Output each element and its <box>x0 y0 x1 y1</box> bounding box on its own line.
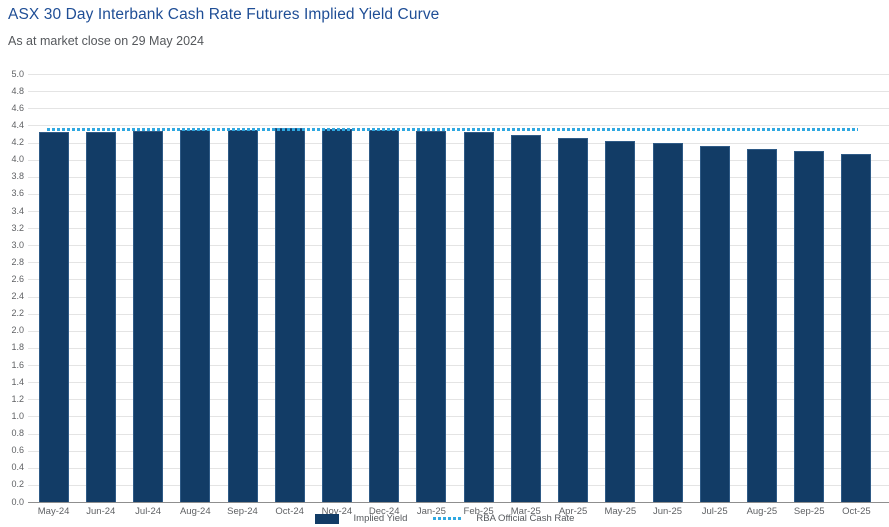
bar-Dec-24 <box>369 129 400 502</box>
x-axis-tick-label: Oct-25 <box>842 506 871 517</box>
y-axis-tick-label: 3.2 <box>11 222 24 233</box>
bar-Oct-25 <box>841 153 872 502</box>
bar-Jul-24 <box>133 131 164 502</box>
y-axis-tick-label: 1.6 <box>11 359 24 370</box>
gridline-y-1.0 <box>28 416 889 418</box>
chart-legend: Implied Yield RBA Official Cash Rate <box>0 513 889 524</box>
gridline-y-2.2 <box>28 313 889 315</box>
x-axis-tick-label: Feb-25 <box>463 506 494 517</box>
x-axis-tick-label: Nov-24 <box>321 506 353 517</box>
rba-cash-rate-legend-label: RBA Official Cash Rate <box>476 513 575 524</box>
bar-Feb-25 <box>463 132 494 502</box>
gridline-y-2.0 <box>28 330 889 332</box>
y-axis-tick-label: 2.2 <box>11 308 24 319</box>
rba-cash-rate-dash-icon <box>433 517 462 520</box>
y-axis-tick-label: 1.8 <box>11 342 24 353</box>
bar-Aug-25 <box>746 149 777 502</box>
y-axis-tick-label: 1.0 <box>11 410 24 421</box>
x-axis-tick-label: Aug-25 <box>746 506 778 517</box>
y-axis-tick-label: 2.8 <box>11 256 24 267</box>
y-axis-tick-label: 3.4 <box>11 205 24 216</box>
x-axis-tick-label: Aug-24 <box>179 506 211 517</box>
gridline-y-2.8 <box>28 262 889 264</box>
y-axis-tick-label: 0.8 <box>11 428 24 438</box>
bar-Jul-25 <box>699 145 730 502</box>
x-axis-tick-label: Mar-25 <box>510 506 541 517</box>
gridline-y-4.8 <box>28 91 889 93</box>
gridline-y-3.4 <box>28 211 889 212</box>
gridline-y-4.0 <box>28 159 889 161</box>
implied-yield-legend-label: Implied Yield <box>353 513 408 524</box>
gridline-y-0.6 <box>28 450 889 452</box>
x-axis-tick-label: Jun-25 <box>652 506 683 517</box>
gridline-y-3.2 <box>28 228 889 230</box>
gridline-y-1.8 <box>28 347 889 349</box>
y-axis-tick-label: 0.0 <box>11 496 24 507</box>
x-axis-tick-label: Sep-25 <box>793 506 825 517</box>
y-axis-tick-label: 3.0 <box>11 239 24 250</box>
bar-Nov-24 <box>321 128 352 502</box>
gridline-y-0.8 <box>28 433 889 435</box>
bar-Jan-25 <box>416 130 447 502</box>
y-axis-tick-label: 4.4 <box>11 119 24 130</box>
gridline-y-4.6 <box>28 108 889 110</box>
gridline-y-1.4 <box>28 382 889 384</box>
bar-Jun-25 <box>652 143 683 502</box>
gridline-y-5.0 <box>28 74 889 75</box>
bar-Sep-24 <box>227 129 258 502</box>
rba-cash-rate-line <box>46 128 859 132</box>
bar-May-25 <box>605 140 636 502</box>
gridline-y-4.2 <box>28 142 889 144</box>
x-axis-tick-label: Oct-24 <box>275 506 304 517</box>
y-axis-tick-label: 0.6 <box>11 445 24 456</box>
y-axis-tick-label: 0.2 <box>11 479 24 490</box>
y-axis-tick-label: 4.8 <box>11 85 24 96</box>
bar-Oct-24 <box>274 127 305 502</box>
y-axis-tick-label: 4.2 <box>11 137 24 147</box>
y-axis-tick-label: 1.2 <box>11 393 24 404</box>
chart-subtitle: As at market close on 29 May 2024 <box>8 34 204 48</box>
gridline-y-2.6 <box>28 279 889 281</box>
y-axis-tick-label: 2.4 <box>11 291 24 302</box>
gridline-y-1.2 <box>28 399 889 401</box>
x-axis-tick-label: May-25 <box>604 506 637 517</box>
implied-yield-swatch-icon <box>314 513 339 524</box>
bar-Sep-25 <box>794 151 825 502</box>
x-axis-tick-label: Jun-24 <box>86 506 116 517</box>
y-axis-tick-label: 0.4 <box>11 462 24 473</box>
x-axis-tick-label: May-24 <box>37 506 70 517</box>
chart-title: ASX 30 Day Interbank Cash Rate Futures I… <box>8 6 440 23</box>
gridline-y-3.8 <box>28 176 889 178</box>
gridline-y-4.4 <box>28 125 889 127</box>
bar-Apr-25 <box>558 138 589 502</box>
x-axis-tick-label: Jan-25 <box>416 506 446 517</box>
y-axis-tick-label: 3.8 <box>11 171 24 182</box>
bar-Mar-25 <box>510 134 541 502</box>
y-axis-tick-label: 4.6 <box>11 102 24 113</box>
x-axis-tick-label: Dec-24 <box>368 506 400 517</box>
y-axis-tick-label: 3.6 <box>11 188 24 199</box>
gridline-y-1.6 <box>28 365 889 366</box>
gridline-y-3.0 <box>28 245 889 247</box>
x-axis-tick-label: Jul-25 <box>701 506 728 517</box>
y-axis-tick-label: 4.0 <box>11 154 24 165</box>
gridline-y-3.6 <box>28 193 889 195</box>
gridline-y-2.4 <box>28 296 889 298</box>
y-axis-tick-label: 1.4 <box>11 376 24 387</box>
bar-Aug-24 <box>180 129 211 502</box>
bar-Jun-24 <box>85 132 116 502</box>
x-axis-tick-label: Apr-25 <box>558 506 588 517</box>
y-axis-tick-label: 2.6 <box>11 273 24 284</box>
x-axis-tick-label: Jul-24 <box>135 506 162 517</box>
y-axis-tick-label: 2.0 <box>11 325 24 336</box>
bar-May-24 <box>38 132 69 502</box>
gridline-y-0.2 <box>28 484 889 486</box>
gridline-y-0.0 <box>28 502 889 503</box>
gridline-y-0.4 <box>28 467 889 469</box>
y-axis-tick-label: 5.0 <box>11 68 24 79</box>
x-axis-tick-label: Sep-24 <box>227 506 258 517</box>
